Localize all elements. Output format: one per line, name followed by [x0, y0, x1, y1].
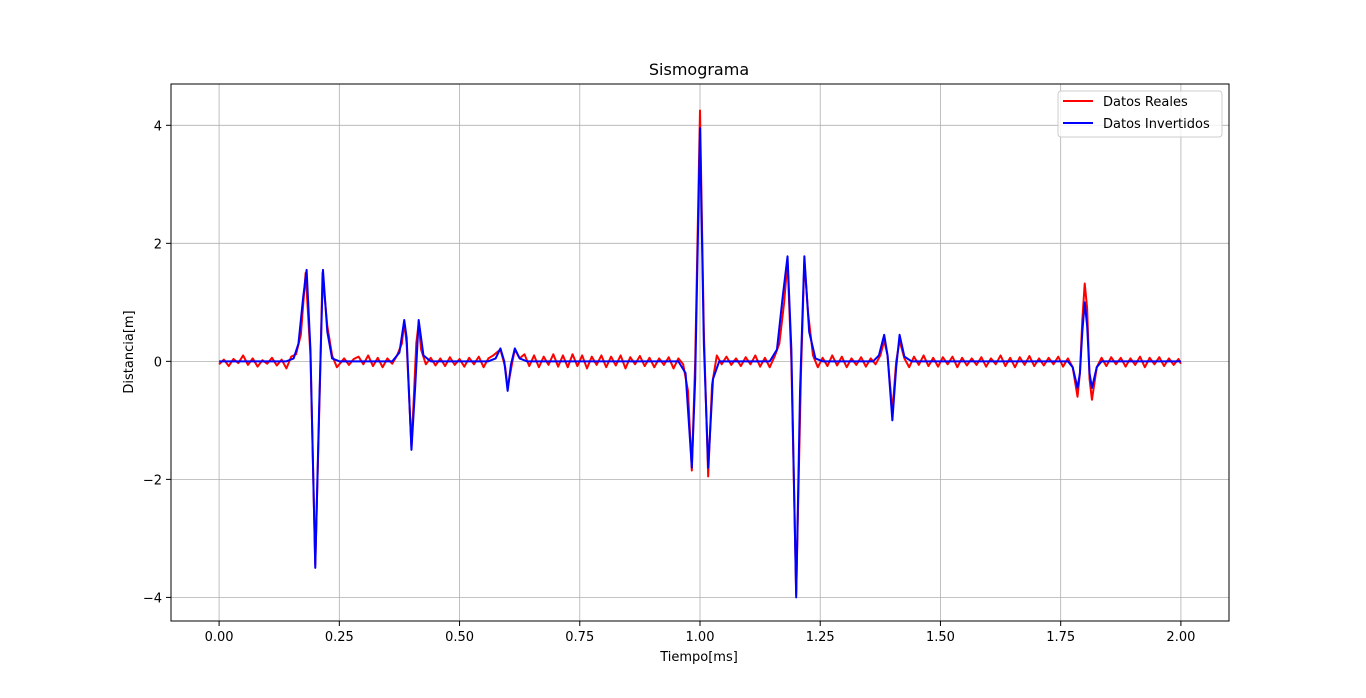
y-axis-label: Distancia[m] — [122, 310, 137, 393]
x-tick-label: 1.75 — [1046, 630, 1075, 645]
series-line-datos-invertidos — [219, 127, 1181, 599]
x-tick-label: 1.00 — [686, 630, 715, 645]
y-tick-label: −4 — [143, 591, 162, 606]
y-tick-label: −2 — [143, 473, 162, 488]
series-layer — [218, 109, 1182, 599]
x-axis-ticks: 0.00 0.25 0.50 0.75 1.00 1.25 1.50 1.75 2.00 — [205, 621, 1195, 645]
legend: Datos Reales Datos Invertidos — [1057, 90, 1223, 138]
y-tick-label: 0 — [154, 355, 162, 370]
x-axis-label: Tiempo[ms] — [659, 650, 738, 665]
legend-label-datos-invertidos: Datos Invertidos — [1103, 117, 1210, 132]
legend-box — [1057, 90, 1223, 138]
x-tick-label: 0.00 — [205, 630, 234, 645]
x-tick-label: 0.25 — [325, 630, 354, 645]
y-axis-ticks: −4 −2 0 2 4 — [143, 119, 171, 606]
chart-title: Sismograma — [649, 60, 749, 79]
x-tick-label: 0.75 — [565, 630, 594, 645]
legend-label-datos-reales: Datos Reales — [1103, 95, 1188, 110]
y-tick-label: 2 — [154, 237, 162, 252]
x-tick-label: 1.50 — [926, 630, 955, 645]
x-tick-label: 2.00 — [1166, 630, 1195, 645]
y-tick-label: 4 — [154, 119, 162, 134]
x-tick-label: 0.50 — [445, 630, 474, 645]
x-tick-label: 1.25 — [806, 630, 835, 645]
